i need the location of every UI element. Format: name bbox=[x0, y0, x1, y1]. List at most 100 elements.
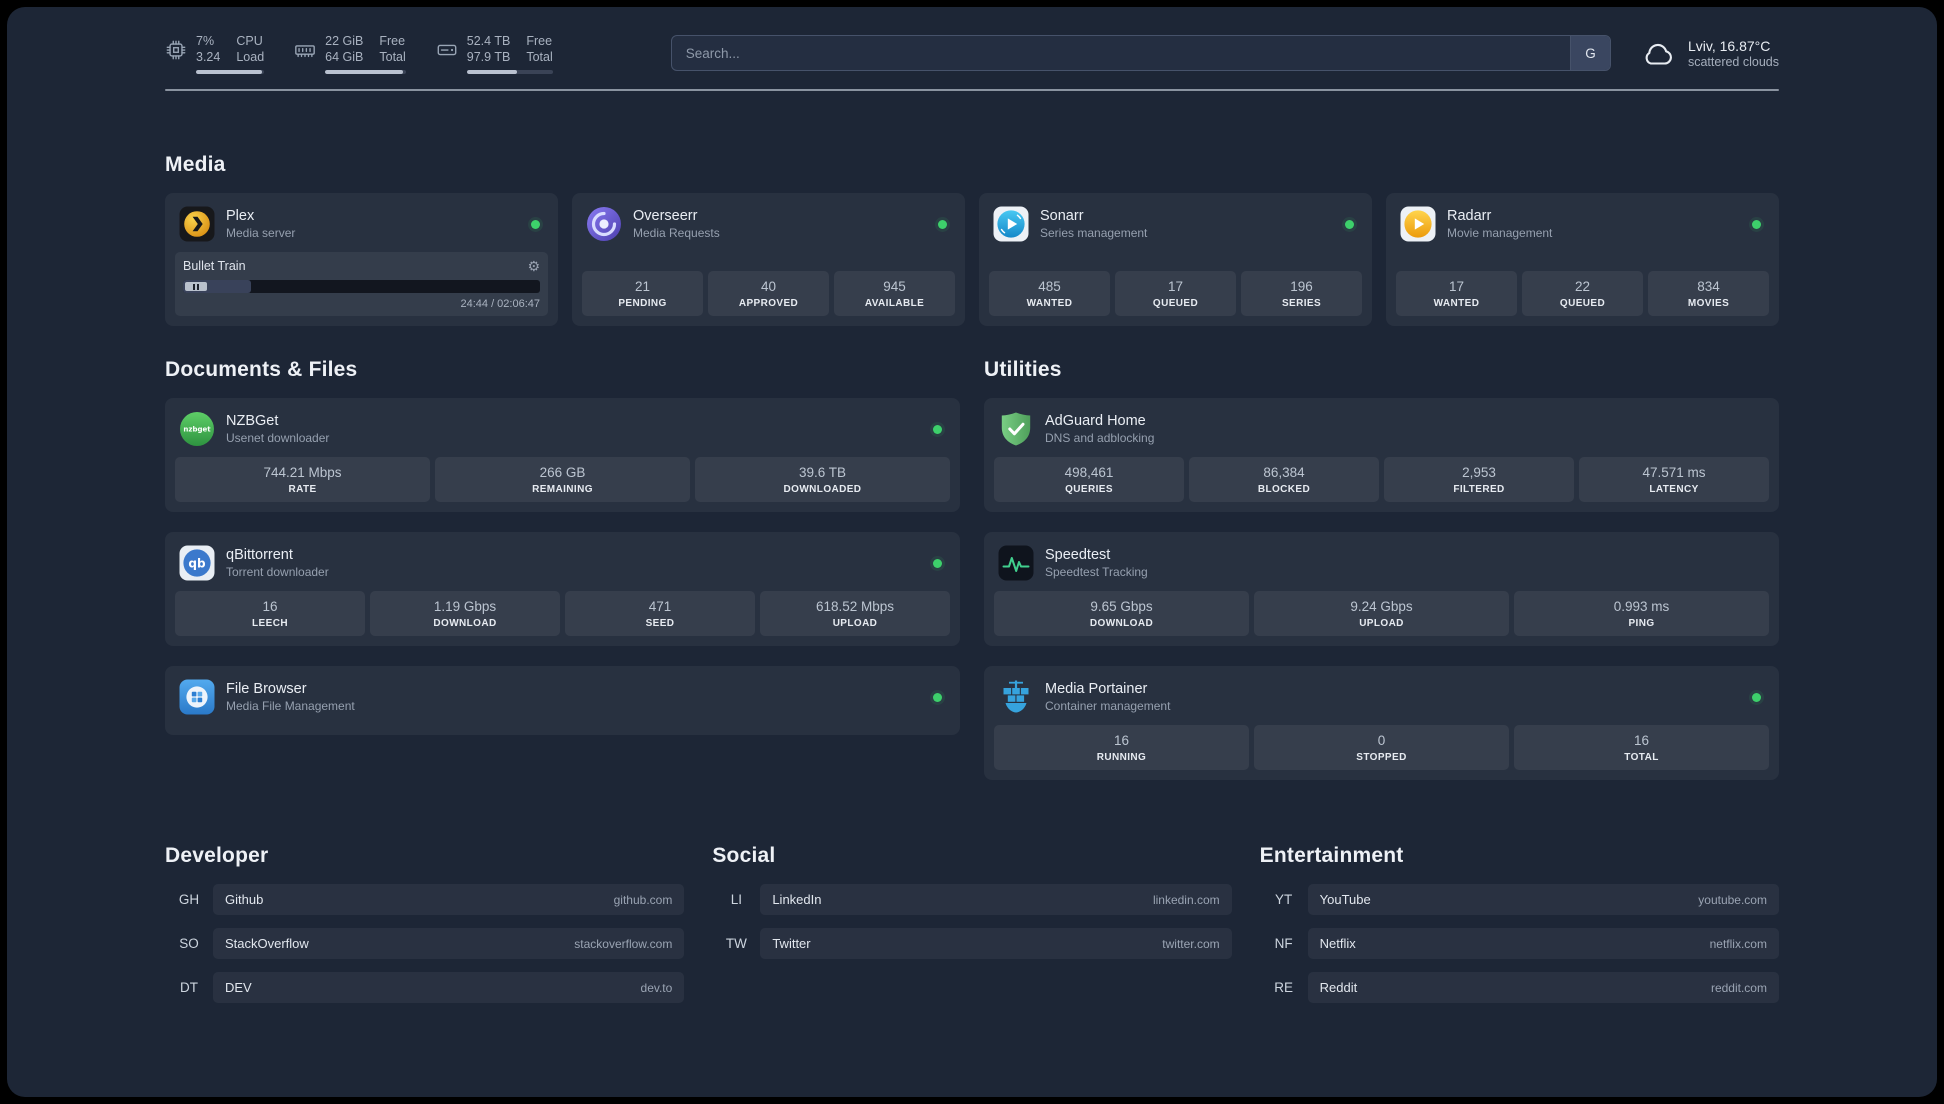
service-link-speedtest[interactable]: Speedtest Speedtest Tracking bbox=[994, 542, 1769, 591]
disk-widget: 52.4 TB 97.9 TB Free Total bbox=[436, 33, 553, 74]
service-info: qBittorrent Torrent downloader bbox=[226, 547, 329, 579]
section-heading-documents-files: Documents & Files bbox=[165, 358, 358, 381]
stat-value: 47.571 ms bbox=[1642, 465, 1706, 480]
sonarr-icon bbox=[993, 206, 1029, 242]
bookmark-link-netflix[interactable]: Netflix netflix.com bbox=[1307, 928, 1779, 959]
stat-ping: 0.993 ms PING bbox=[1514, 591, 1769, 636]
stat-value: 834 bbox=[1697, 279, 1720, 294]
radarr-icon bbox=[1400, 206, 1436, 242]
section-media: Media Plex Media server Bullet Train ⚙ 24:44… bbox=[165, 153, 1779, 326]
bookmark-url: github.com bbox=[613, 892, 673, 907]
service-link-overseerr[interactable]: Overseerr Media Requests bbox=[582, 203, 955, 252]
service-link-radarr[interactable]: Radarr Movie management bbox=[1396, 203, 1769, 252]
service-info: Speedtest Speedtest Tracking bbox=[1045, 547, 1148, 579]
service-subtitle: Media File Management bbox=[226, 699, 355, 713]
service-stats: 498,461 QUERIES 86,384 BLOCKED 2,953 FILTERED… bbox=[994, 457, 1769, 502]
stat-wanted: 485 WANTED bbox=[989, 271, 1110, 316]
stat-value: 17 bbox=[1448, 279, 1465, 294]
service-link-sonarr[interactable]: Sonarr Series management bbox=[989, 203, 1362, 252]
top-bar: 7% 3.24 CPU Load bbox=[165, 7, 1779, 75]
filebrowser-icon bbox=[179, 679, 215, 715]
status-dot bbox=[933, 558, 942, 568]
stat-value: 39.6 TB bbox=[798, 465, 847, 480]
cpu-icon bbox=[165, 33, 187, 61]
service-link-adguard-home[interactable]: AdGuard Home DNS and adblocking bbox=[994, 408, 1769, 457]
bookmark-name: StackOverflow bbox=[225, 936, 309, 951]
bookmark-youtube: YT YouTube youtube.com bbox=[1260, 884, 1779, 915]
dashboard: 7% 3.24 CPU Load bbox=[7, 7, 1937, 1097]
service-stats: 16 LEECH 1.19 Gbps DOWNLOAD 471 SEED 618.52 Mb… bbox=[175, 591, 950, 636]
service-link-plex[interactable]: Plex Media server bbox=[175, 203, 548, 252]
bookmark-name: DEV bbox=[225, 980, 252, 995]
stat-label: FILTERED bbox=[1453, 484, 1505, 495]
search-provider-button[interactable]: G bbox=[1569, 36, 1610, 70]
stat-value: 485 bbox=[1038, 279, 1061, 294]
bookmark-group-entertainment: Entertainment YT YouTube youtube.com NF Netfl… bbox=[1260, 844, 1779, 1016]
bookmark-link-github[interactable]: Github github.com bbox=[213, 884, 685, 915]
bookmark-abbr: SO bbox=[179, 936, 199, 951]
cpu-percent: 7% bbox=[196, 33, 215, 48]
pause-icon[interactable] bbox=[185, 282, 207, 291]
service-title: File Browser bbox=[226, 681, 307, 697]
bookmark-abbr: LI bbox=[730, 892, 742, 907]
stat-series: 196 SERIES bbox=[1241, 271, 1362, 316]
stat-label: SERIES bbox=[1281, 298, 1322, 309]
stat-upload: 9.24 Gbps UPLOAD bbox=[1254, 591, 1509, 636]
stat-value: 498,461 bbox=[1064, 465, 1114, 480]
stat-label: MOVIES bbox=[1687, 298, 1730, 309]
status-dot bbox=[1752, 219, 1761, 229]
bookmark-name: Reddit bbox=[1319, 980, 1358, 995]
service-link-media-portainer[interactable]: Media Portainer Container management bbox=[994, 676, 1769, 725]
bookmark-link-stackoverflow[interactable]: StackOverflow stackoverflow.com bbox=[213, 928, 685, 959]
stat-download: 1.19 Gbps DOWNLOAD bbox=[370, 591, 560, 636]
status-dot bbox=[1752, 692, 1761, 702]
plex-icon bbox=[179, 206, 215, 242]
stat-value: 40 bbox=[760, 279, 777, 294]
stat-approved: 40 APPROVED bbox=[708, 271, 829, 316]
service-subtitle: Torrent downloader bbox=[226, 565, 329, 579]
stat-value: 266 GB bbox=[539, 465, 586, 480]
service-subtitle: DNS and adblocking bbox=[1045, 431, 1155, 445]
now-playing-title: Bullet Train bbox=[183, 259, 246, 273]
bookmark-link-linkedin[interactable]: LinkedIn linkedin.com bbox=[760, 884, 1232, 915]
bookmark-link-youtube[interactable]: YouTube youtube.com bbox=[1307, 884, 1779, 915]
bookmark-name: YouTube bbox=[1319, 892, 1371, 907]
stat-value: 9.65 Gbps bbox=[1090, 599, 1153, 614]
stat-label: UPLOAD bbox=[832, 618, 878, 629]
weather-widget: Lviv, 16.87°C scattered clouds bbox=[1639, 37, 1779, 69]
now-playing-widget: Bullet Train ⚙ 24:44 / 02:06:47 bbox=[175, 252, 548, 316]
bookmark-link-reddit[interactable]: Reddit reddit.com bbox=[1307, 972, 1779, 1003]
status-dot bbox=[933, 692, 942, 702]
stat-value: 16 bbox=[1633, 733, 1650, 748]
search-input[interactable] bbox=[671, 36, 1570, 70]
service-stats: 9.65 Gbps DOWNLOAD 9.24 Gbps UPLOAD 0.993 ms… bbox=[994, 591, 1769, 636]
bookmark-name: Twitter bbox=[772, 936, 811, 951]
stat-running: 16 RUNNING bbox=[994, 725, 1249, 770]
status-dot bbox=[938, 219, 947, 229]
cpu-label-2: Load bbox=[236, 50, 265, 64]
service-card-qbittorrent: qb qBittorrent Torrent downloader 16 LEECH 1.… bbox=[165, 532, 960, 646]
service-link-qbittorrent[interactable]: qb qBittorrent Torrent downloader bbox=[175, 542, 950, 591]
bookmark-url: stackoverflow.com bbox=[574, 936, 673, 951]
service-info: Overseerr Media Requests bbox=[633, 208, 720, 240]
service-stats: 485 WANTED 17 QUEUED 196 SERIES bbox=[989, 271, 1362, 316]
playback-progress-bar[interactable] bbox=[183, 280, 540, 293]
bookmark-group-developer: Developer GH Github github.com SO StackOverfl… bbox=[165, 844, 685, 1016]
disk-label-1: Free bbox=[526, 33, 553, 48]
bookmark-abbr: YT bbox=[1275, 892, 1293, 907]
bookmark-twitter: TW Twitter twitter.com bbox=[712, 928, 1232, 959]
service-info: File Browser Media File Management bbox=[226, 681, 355, 713]
service-link-nzbget[interactable]: nzbget NZBGet Usenet downloader bbox=[175, 408, 950, 457]
stat-filtered: 2,953 FILTERED bbox=[1384, 457, 1574, 502]
bookmark-dev: DT DEV dev.to bbox=[165, 972, 685, 1003]
stat-value: 16 bbox=[262, 599, 278, 614]
stat-label: QUERIES bbox=[1065, 484, 1113, 495]
service-link-file-browser[interactable]: File Browser Media File Management bbox=[175, 676, 950, 725]
bookmark-url: dev.to bbox=[640, 980, 673, 995]
stat-value: 0.993 ms bbox=[1613, 599, 1670, 614]
bookmark-github: GH Github github.com bbox=[165, 884, 685, 915]
settings-gear-icon[interactable]: ⚙ bbox=[527, 258, 540, 274]
bookmark-link-twitter[interactable]: Twitter twitter.com bbox=[760, 928, 1232, 959]
bookmark-link-dev[interactable]: DEV dev.to bbox=[213, 972, 685, 1003]
stat-value: 945 bbox=[883, 279, 906, 294]
